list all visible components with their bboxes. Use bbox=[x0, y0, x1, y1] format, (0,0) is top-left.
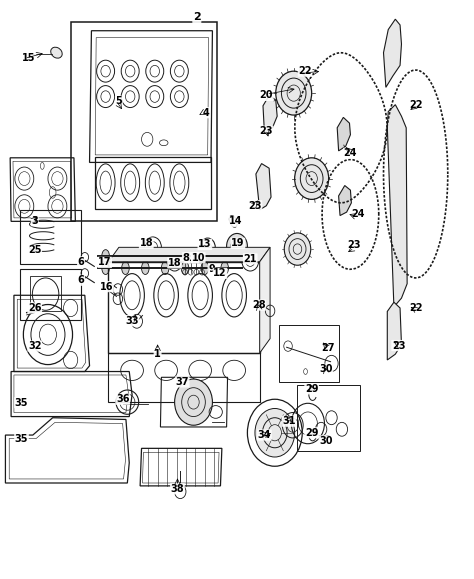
Circle shape bbox=[284, 233, 311, 265]
Text: 16: 16 bbox=[100, 281, 113, 292]
Text: 22: 22 bbox=[409, 100, 422, 109]
Text: 23: 23 bbox=[248, 201, 262, 211]
Polygon shape bbox=[337, 118, 350, 151]
Ellipse shape bbox=[181, 262, 189, 274]
Text: 18: 18 bbox=[139, 239, 153, 248]
Text: 8: 8 bbox=[182, 252, 190, 263]
Ellipse shape bbox=[161, 262, 169, 274]
Text: 12: 12 bbox=[213, 268, 227, 278]
Ellipse shape bbox=[51, 47, 62, 58]
Polygon shape bbox=[338, 185, 351, 215]
Text: 9: 9 bbox=[208, 264, 215, 274]
Polygon shape bbox=[383, 19, 401, 87]
Text: 23: 23 bbox=[260, 126, 273, 136]
Ellipse shape bbox=[221, 250, 228, 262]
Text: 23: 23 bbox=[347, 240, 361, 250]
Text: 34: 34 bbox=[258, 430, 271, 440]
Ellipse shape bbox=[201, 250, 209, 262]
Text: 23: 23 bbox=[392, 340, 405, 350]
Text: 28: 28 bbox=[252, 300, 265, 310]
Text: 36: 36 bbox=[116, 394, 129, 404]
Text: 6: 6 bbox=[78, 275, 84, 285]
Text: 17: 17 bbox=[98, 257, 111, 267]
Text: 30: 30 bbox=[319, 436, 333, 446]
Ellipse shape bbox=[142, 250, 149, 262]
Polygon shape bbox=[387, 302, 401, 360]
Polygon shape bbox=[256, 164, 271, 210]
Text: 29: 29 bbox=[305, 428, 319, 438]
Ellipse shape bbox=[102, 262, 109, 274]
Text: 3: 3 bbox=[31, 216, 38, 226]
Text: 1: 1 bbox=[154, 349, 161, 358]
Text: 20: 20 bbox=[260, 90, 273, 100]
Ellipse shape bbox=[201, 262, 209, 274]
Ellipse shape bbox=[102, 250, 109, 262]
Text: 25: 25 bbox=[28, 245, 41, 255]
Text: 10: 10 bbox=[191, 252, 205, 263]
Text: 15: 15 bbox=[22, 53, 36, 64]
Text: 4: 4 bbox=[203, 108, 210, 118]
Polygon shape bbox=[260, 247, 270, 353]
Text: 18: 18 bbox=[168, 258, 182, 268]
Text: 11: 11 bbox=[185, 252, 199, 263]
Circle shape bbox=[174, 379, 212, 425]
Ellipse shape bbox=[122, 250, 129, 262]
Text: 2: 2 bbox=[193, 12, 201, 23]
Circle shape bbox=[295, 158, 328, 199]
Text: 37: 37 bbox=[175, 377, 189, 387]
Text: 21: 21 bbox=[244, 254, 257, 264]
Text: 13: 13 bbox=[198, 240, 211, 250]
Text: 35: 35 bbox=[15, 398, 28, 408]
Text: 30: 30 bbox=[319, 364, 333, 374]
Polygon shape bbox=[263, 96, 277, 133]
Ellipse shape bbox=[161, 250, 169, 262]
Text: 32: 32 bbox=[28, 341, 41, 351]
Text: 22: 22 bbox=[298, 66, 312, 76]
Text: 29: 29 bbox=[305, 384, 319, 394]
Text: 19: 19 bbox=[231, 239, 245, 248]
Text: 35: 35 bbox=[15, 434, 28, 444]
Ellipse shape bbox=[122, 262, 129, 274]
Circle shape bbox=[255, 409, 295, 457]
Polygon shape bbox=[109, 247, 270, 262]
Circle shape bbox=[227, 233, 247, 259]
Text: 27: 27 bbox=[321, 343, 335, 353]
Text: 33: 33 bbox=[125, 316, 139, 326]
Ellipse shape bbox=[221, 262, 228, 274]
Text: 22: 22 bbox=[409, 303, 422, 313]
Polygon shape bbox=[387, 105, 407, 307]
Text: 26: 26 bbox=[28, 303, 41, 313]
Text: 14: 14 bbox=[229, 217, 243, 226]
Text: 24: 24 bbox=[351, 210, 365, 219]
Text: 5: 5 bbox=[116, 96, 122, 106]
Text: 6: 6 bbox=[78, 256, 84, 267]
Ellipse shape bbox=[181, 250, 189, 262]
Text: 31: 31 bbox=[282, 416, 296, 426]
Text: 24: 24 bbox=[344, 148, 357, 158]
Circle shape bbox=[276, 71, 312, 115]
Text: 38: 38 bbox=[171, 484, 184, 494]
Ellipse shape bbox=[142, 262, 149, 274]
